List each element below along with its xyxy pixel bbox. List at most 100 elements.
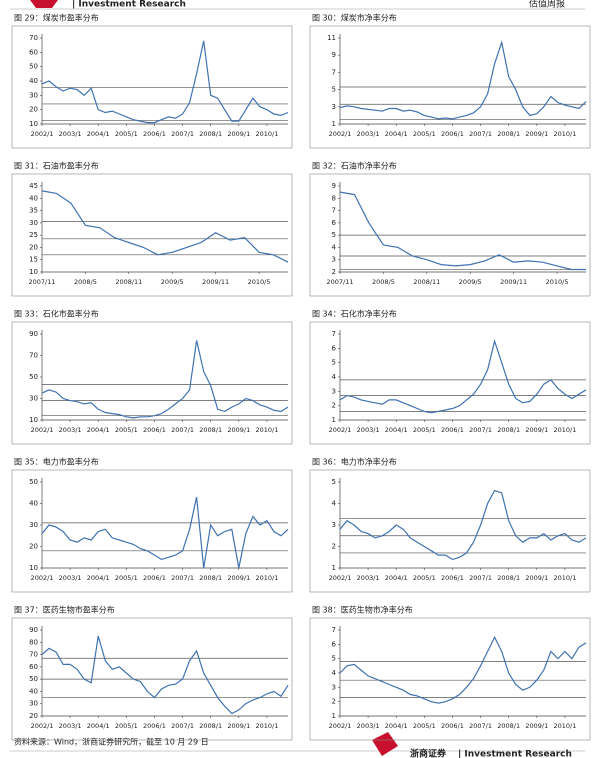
x-tick-label: 2003/1 — [59, 130, 82, 138]
x-tick-label: 2009/11 — [202, 278, 229, 286]
x-tick-label: 2005/1 — [413, 722, 436, 730]
x-tick-label: 2008/1 — [199, 426, 222, 434]
y-tick-label: 45 — [29, 182, 38, 190]
chart-title: 图 30：煤炭市净率分布 — [312, 13, 397, 23]
chart-frame — [309, 25, 591, 149]
x-tick-label: 2009/1 — [227, 574, 250, 582]
y-tick-label: 9 — [332, 182, 336, 190]
y-tick-label: 20 — [29, 106, 38, 114]
chart-title: 图 35：电力市盈率分布 — [14, 457, 99, 467]
x-tick-label: 2009/1 — [525, 574, 548, 582]
y-tick-label: 5 — [332, 655, 336, 663]
y-tick-label: 7 — [332, 68, 336, 76]
y-tick-label: 20 — [29, 243, 38, 251]
x-tick-label: 2006/1 — [143, 426, 166, 434]
x-tick-label: 2005/1 — [413, 130, 436, 138]
x-tick-label: 2008/1 — [199, 574, 222, 582]
x-tick-label: 2009/1 — [525, 426, 548, 434]
y-tick-label: 10 — [29, 120, 38, 128]
y-tick-label: 90 — [29, 330, 38, 338]
x-tick-label: 2007/1 — [469, 426, 492, 434]
y-tick-label: 90 — [29, 626, 38, 634]
x-tick-label: 2007/1 — [469, 722, 492, 730]
y-tick-label: 3 — [332, 683, 336, 691]
y-tick-label: 40 — [29, 500, 38, 508]
x-tick-label: 2010/5 — [248, 278, 271, 286]
x-tick-label: 2002/1 — [329, 130, 352, 138]
x-tick-label: 2003/1 — [59, 574, 82, 582]
x-tick-label: 2009/1 — [227, 130, 250, 138]
x-tick-label: 2007/1 — [171, 722, 194, 730]
x-tick-label: 2003/1 — [59, 722, 82, 730]
y-tick-label: 6 — [332, 640, 337, 648]
y-tick-label: 30 — [29, 91, 38, 99]
x-tick-label: 2006/1 — [143, 722, 166, 730]
chart-title: 图 36：电力市净率分布 — [312, 457, 397, 467]
y-tick-label: 50 — [29, 478, 38, 486]
x-tick-label: 2007/11 — [28, 278, 55, 286]
x-tick-label: 2004/1 — [385, 130, 408, 138]
data-line — [41, 635, 289, 715]
chart-frame — [309, 617, 591, 741]
x-tick-label: 2009/1 — [525, 722, 548, 730]
x-tick-label: 2006/1 — [441, 130, 464, 138]
x-tick-label: 2006/1 — [143, 130, 166, 138]
x-tick-label: 2007/1 — [171, 130, 194, 138]
x-tick-label: 2002/1 — [31, 426, 54, 434]
y-tick-label: 3 — [332, 256, 336, 264]
x-tick-label: 2004/1 — [87, 574, 110, 582]
footer-brand-en: | Investment Research — [458, 750, 572, 758]
x-tick-label: 2008/1 — [497, 426, 520, 434]
x-tick-label: 2008/11 — [413, 278, 440, 286]
y-tick-label: 70 — [29, 352, 38, 360]
y-tick-label: 2 — [332, 543, 336, 551]
y-tick-label: 30 — [29, 395, 38, 403]
x-tick-label: 2006/1 — [441, 574, 464, 582]
x-tick-label: 2010/1 — [553, 426, 576, 434]
header-logo — [30, 0, 58, 8]
data-line — [339, 39, 587, 120]
y-tick-label: 4 — [332, 243, 337, 251]
x-tick-label: 2009/1 — [525, 130, 548, 138]
y-tick-label: 3 — [332, 521, 336, 529]
y-tick-label: 60 — [29, 48, 38, 56]
chart-title: 图 33：石化市盈率分布 — [14, 309, 99, 319]
y-tick-label: 50 — [29, 675, 38, 683]
x-tick-label: 2009/5 — [459, 278, 482, 286]
x-tick-label: 2010/1 — [255, 722, 278, 730]
chart-title: 图 31：石油市盈率分布 — [14, 161, 99, 171]
y-tick-label: 40 — [29, 687, 38, 695]
y-tick-label: 11 — [327, 34, 336, 42]
x-tick-label: 2002/1 — [31, 130, 54, 138]
y-tick-label: 10 — [29, 416, 38, 424]
chart-title: 图 37：医药生物市盈率分布 — [14, 605, 115, 615]
x-tick-label: 2004/1 — [385, 426, 408, 434]
x-tick-label: 2003/1 — [59, 426, 82, 434]
y-tick-label: 9 — [332, 51, 336, 59]
y-tick-label: 5 — [332, 231, 336, 239]
y-tick-label: 70 — [29, 34, 38, 42]
y-tick-label: 30 — [29, 700, 38, 708]
chart-frame — [309, 173, 591, 297]
x-tick-label: 2007/1 — [171, 574, 194, 582]
chart-frame — [11, 321, 293, 445]
y-tick-label: 4 — [332, 373, 337, 381]
y-tick-label: 50 — [29, 373, 38, 381]
y-tick-label: 20 — [29, 543, 38, 551]
y-tick-label: 5 — [332, 478, 336, 486]
x-tick-label: 2004/1 — [87, 426, 110, 434]
x-tick-label: 2009/1 — [227, 722, 250, 730]
x-tick-label: 2002/1 — [31, 574, 54, 582]
chart-title: 图 29：煤炭市盈率分布 — [14, 13, 99, 23]
x-tick-label: 2010/1 — [553, 574, 576, 582]
y-tick-label: 70 — [29, 651, 38, 659]
y-tick-label: 8 — [332, 194, 336, 202]
data-line — [339, 489, 587, 561]
x-tick-label: 2008/1 — [497, 130, 520, 138]
x-tick-label: 2010/1 — [255, 130, 278, 138]
x-tick-label: 2010/1 — [553, 130, 576, 138]
x-tick-label: 2009/11 — [500, 278, 527, 286]
y-tick-label: 30 — [29, 521, 38, 529]
x-tick-label: 2006/1 — [441, 426, 464, 434]
x-tick-label: 2003/1 — [357, 722, 380, 730]
